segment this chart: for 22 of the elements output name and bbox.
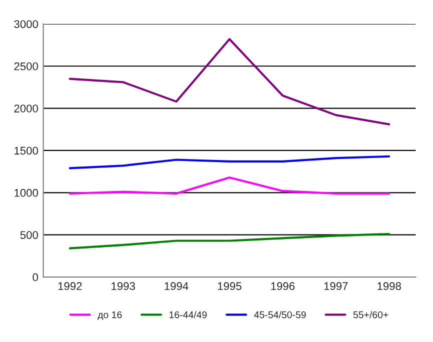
y-tick-label: 2000 xyxy=(14,104,38,112)
x-tick-label: 1996 xyxy=(271,282,295,290)
legend-label: 55+/60+ xyxy=(353,311,388,318)
x-tick-label: 1994 xyxy=(164,282,188,290)
y-tick-label: 500 xyxy=(20,231,38,239)
line-series xyxy=(68,232,390,250)
x-tick-label: 1998 xyxy=(378,282,401,290)
line-series xyxy=(68,38,390,126)
legend-label: 45-54/50-59 xyxy=(254,311,306,318)
y-tick-label: 3000 xyxy=(14,20,38,28)
x-tick-label: 1993 xyxy=(112,282,135,290)
line-series xyxy=(68,176,390,195)
y-tick-label: 2500 xyxy=(14,62,38,70)
legend-label: 16-44/49 xyxy=(170,311,207,318)
y-tick-label: 1500 xyxy=(14,146,38,155)
y-tick-label: 0 xyxy=(32,273,38,282)
line-series xyxy=(68,155,390,170)
x-tick-label: 1995 xyxy=(218,282,242,290)
x-tick-label: 1997 xyxy=(324,282,348,290)
x-tick-label: 1992 xyxy=(58,282,82,290)
legend-label: до 16 xyxy=(98,311,122,320)
y-tick-label: 1000 xyxy=(14,188,38,197)
